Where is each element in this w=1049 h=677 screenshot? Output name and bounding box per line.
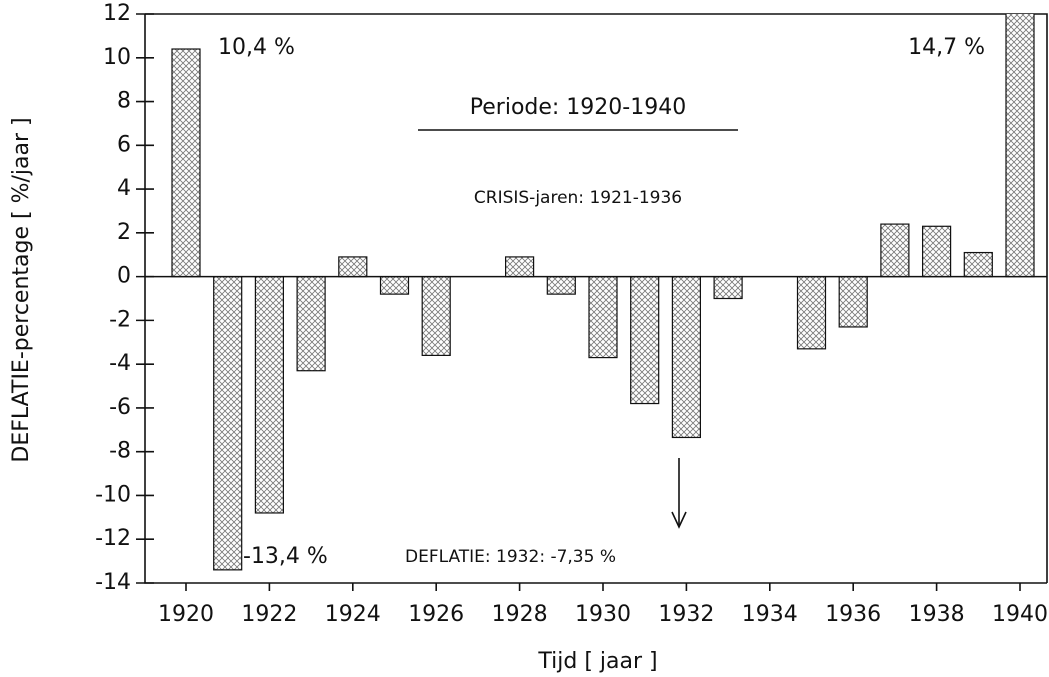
x-tick-label: 1940 [992,602,1048,627]
bar [963,251,993,278]
x-tick-label: 1938 [909,602,965,627]
y-tick-label: -8 [109,439,131,464]
y-tick-label: -6 [109,395,131,420]
y-tick-label: -4 [109,351,131,376]
y-tick-label: 6 [117,132,131,157]
bar [880,223,910,278]
x-tick-label: 1928 [492,602,548,627]
y-tick-label: 10 [103,45,131,70]
x-tick-label: 1930 [575,602,631,627]
bar [630,276,660,405]
bar [213,276,243,571]
bar [671,276,702,439]
bar [379,276,410,295]
bar [171,48,201,278]
bar [921,225,952,278]
y-tick-label: -12 [95,526,131,551]
y-tick-label: -2 [109,307,131,332]
bars [171,14,1035,571]
bar [713,276,743,300]
bar [796,276,827,350]
bar [338,256,368,278]
value-label: -13,4 % [243,544,328,569]
y-tick-label: 2 [117,220,131,245]
x-tick-label: 1922 [241,602,297,627]
x-tick-label: 1934 [742,602,798,627]
y-tick-label: 4 [117,176,131,201]
bar [588,276,618,359]
bar [254,276,284,514]
x-tick-label: 1920 [158,602,214,627]
y-tick-label: 8 [117,89,131,114]
y-tick-label: 0 [117,264,131,289]
y-tick-label: -10 [95,482,131,507]
x-tick-label: 1932 [658,602,714,627]
annotation: Periode: 1920-1940 [470,95,686,120]
bar [1005,14,1035,278]
annotation: DEFLATIE: 1932: -7,35 % [405,547,616,567]
bar [421,276,451,357]
bar [546,276,576,295]
x-tick-label: 1926 [408,602,464,627]
bar [505,256,535,278]
bar [838,276,868,328]
bar [296,276,326,372]
arrow-head [671,511,687,529]
value-label: 14,7 % [908,35,985,60]
x-tick-label: 1936 [825,602,881,627]
annotation: CRISIS-jaren: 1921-1936 [474,188,682,208]
y-axis-title: DEFLATIE-percentage [ %/jaar ] [9,117,34,462]
x-tick-label: 1924 [325,602,381,627]
x-axis-title: Tijd [ jaar ] [537,649,657,674]
value-label: 10,4 % [218,35,295,60]
y-tick-label: 12 [103,1,131,26]
y-tick-label: -14 [95,570,131,595]
